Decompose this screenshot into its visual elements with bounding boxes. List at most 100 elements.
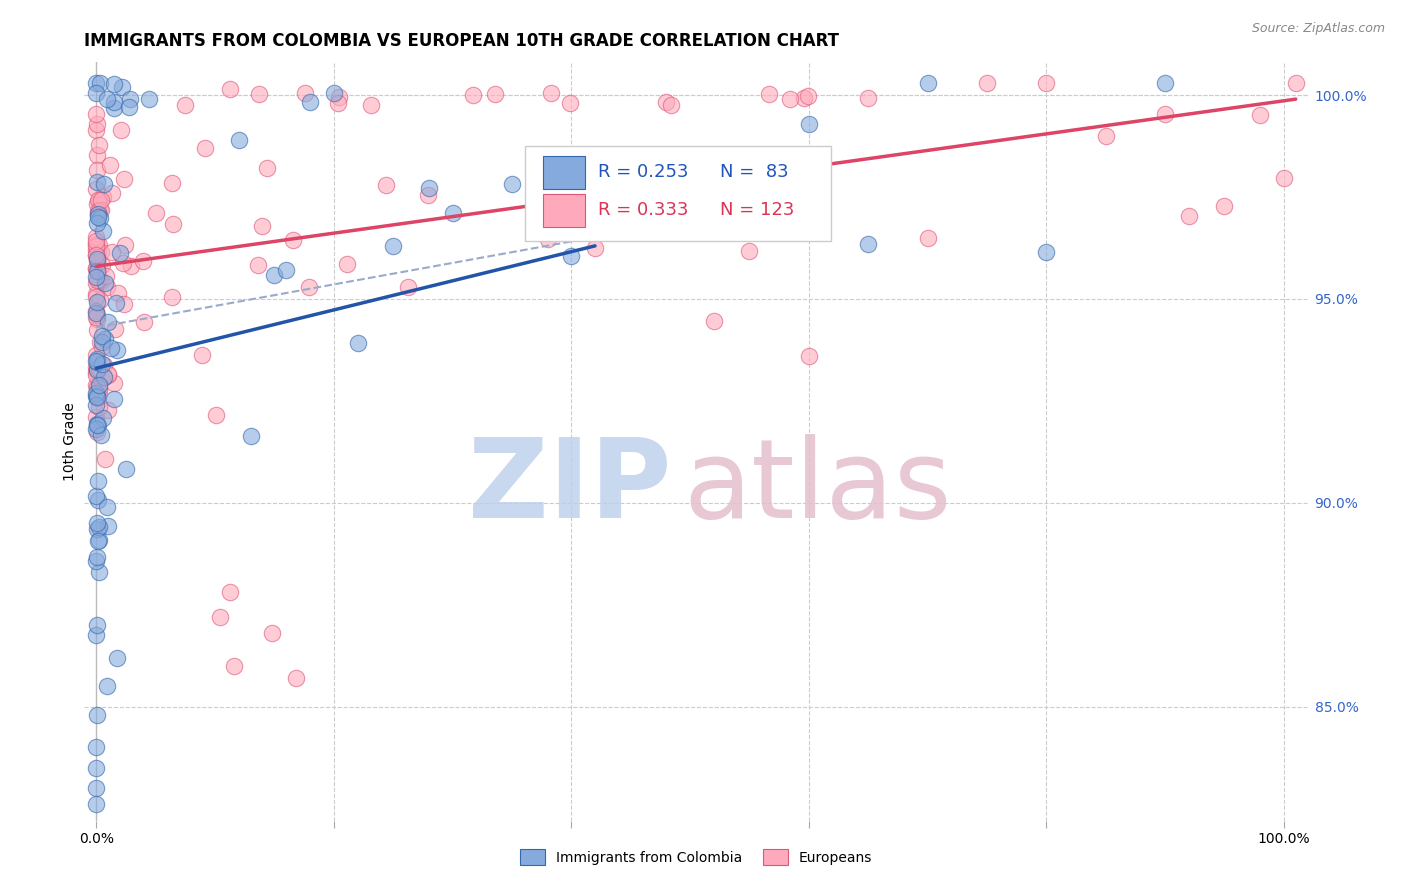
Point	[84, 761, 107, 775]
Point	[87, 246, 110, 260]
Point	[86, 377, 108, 392]
Point	[108, 245, 131, 260]
Point	[86, 306, 108, 320]
Point	[160, 176, 183, 190]
Point	[346, 336, 368, 351]
Point	[86, 516, 108, 531]
Point	[101, 186, 124, 201]
Point	[194, 141, 217, 155]
Point	[84, 353, 107, 368]
Point	[917, 76, 939, 90]
Point	[84, 303, 107, 318]
Point	[97, 519, 120, 533]
Point	[105, 650, 128, 665]
Point	[91, 335, 114, 350]
Point	[84, 247, 107, 261]
Point	[283, 233, 305, 247]
Point	[256, 161, 278, 175]
Point	[86, 216, 108, 230]
Point	[89, 211, 111, 226]
Point	[87, 401, 110, 415]
Point	[103, 102, 125, 116]
Legend: Immigrants from Colombia, Europeans: Immigrants from Colombia, Europeans	[515, 844, 877, 871]
Point	[84, 365, 107, 379]
Point	[84, 76, 107, 90]
Point	[86, 425, 108, 439]
Point	[90, 245, 112, 260]
Point	[107, 286, 129, 301]
Point	[86, 264, 108, 278]
Point	[84, 243, 107, 257]
Point	[276, 263, 298, 277]
Point	[84, 389, 107, 403]
Point	[87, 193, 110, 207]
Point	[461, 88, 484, 103]
Point	[501, 177, 523, 191]
Point	[86, 251, 108, 265]
Point	[89, 202, 111, 216]
Point	[239, 429, 262, 443]
Point	[86, 362, 108, 376]
Point	[1154, 76, 1177, 90]
Point	[120, 259, 142, 273]
FancyBboxPatch shape	[543, 156, 585, 189]
Text: N =  83: N = 83	[720, 163, 789, 181]
Point	[441, 206, 464, 220]
Point	[86, 163, 108, 178]
Point	[260, 626, 283, 640]
Point	[86, 390, 108, 404]
Point	[86, 417, 108, 431]
Point	[89, 384, 111, 399]
Point	[105, 343, 128, 357]
Point	[228, 133, 250, 147]
FancyBboxPatch shape	[524, 145, 831, 241]
Point	[93, 369, 115, 384]
Point	[250, 219, 273, 233]
Y-axis label: 10th Grade: 10th Grade	[63, 402, 77, 481]
Text: atlas: atlas	[683, 434, 952, 541]
Point	[284, 671, 307, 685]
Point	[114, 238, 136, 252]
Point	[335, 258, 357, 272]
Point	[86, 310, 108, 325]
Point	[86, 182, 108, 196]
Point	[219, 585, 242, 599]
Point	[98, 158, 121, 172]
Point	[132, 253, 155, 268]
Point	[418, 181, 440, 195]
Point	[87, 204, 110, 219]
Point	[101, 245, 124, 260]
Point	[90, 193, 112, 207]
Point	[89, 566, 111, 580]
Point	[87, 381, 110, 395]
Point	[91, 258, 114, 272]
Point	[679, 207, 702, 221]
Point	[558, 96, 581, 111]
Point	[263, 268, 285, 282]
Point	[91, 329, 114, 343]
Point	[84, 229, 107, 244]
Point	[298, 95, 321, 109]
Point	[86, 618, 108, 632]
Point	[103, 392, 125, 406]
Text: IMMIGRANTS FROM COLOMBIA VS EUROPEAN 10TH GRADE CORRELATION CHART: IMMIGRANTS FROM COLOMBIA VS EUROPEAN 10T…	[84, 32, 839, 50]
Point	[328, 90, 350, 104]
Point	[484, 87, 506, 102]
Point	[100, 341, 122, 355]
Point	[86, 311, 108, 326]
Point	[84, 107, 107, 121]
Point	[218, 82, 240, 96]
Point	[132, 315, 155, 329]
Point	[536, 232, 558, 246]
Point	[110, 122, 132, 136]
Point	[86, 254, 108, 268]
Point	[1035, 245, 1057, 260]
Point	[797, 349, 820, 363]
Point	[84, 261, 107, 276]
Point	[86, 797, 108, 812]
Point	[298, 280, 321, 294]
Point	[86, 417, 108, 432]
Point	[87, 533, 110, 548]
Point	[103, 77, 125, 91]
Point	[84, 386, 107, 401]
